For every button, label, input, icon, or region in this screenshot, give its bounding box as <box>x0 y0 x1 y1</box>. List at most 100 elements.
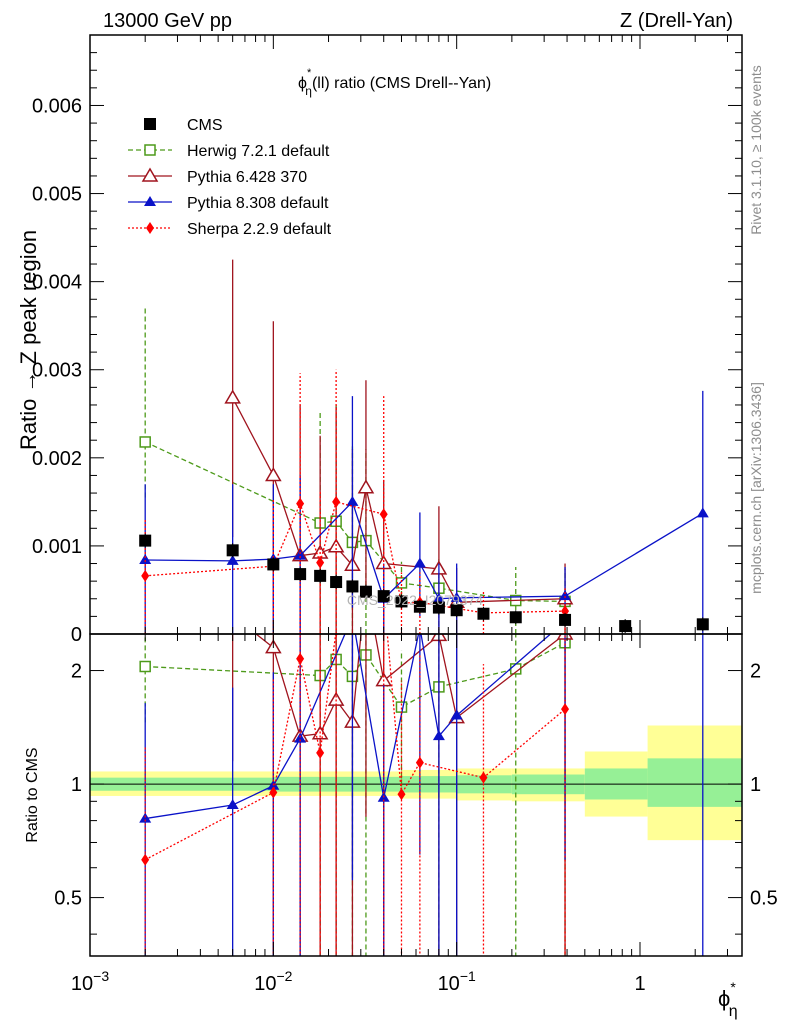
point-2-0 <box>139 554 152 565</box>
point-2-3 <box>294 549 307 560</box>
cms-point-9 <box>395 595 408 608</box>
band-inner-6 <box>647 758 742 807</box>
legend-label-1: Pythia 6.428 370 <box>187 169 307 186</box>
x-tick-label-2: 10−1 <box>438 968 476 995</box>
y-tick-label-top-1: 0.001 <box>32 536 82 558</box>
point-3-4 <box>332 495 341 508</box>
header-left: 13000 GeV pp <box>103 10 232 32</box>
point-2-6 <box>413 557 426 568</box>
y-tick-label-top-4: 0.004 <box>32 272 82 294</box>
cms-point-4 <box>314 569 327 582</box>
point-2-8 <box>450 591 463 602</box>
cms-point-7 <box>359 585 372 598</box>
x-tick-label-0: 10−3 <box>71 968 109 995</box>
ratio-point-3-1 <box>269 786 278 799</box>
cms-point-1 <box>226 544 239 557</box>
y-tick-label-top-6: 0.006 <box>32 95 82 117</box>
y-tick-label-bot-right-2: 2 <box>750 661 761 683</box>
ratio-point-2-1 <box>226 799 239 810</box>
ratio-line-3 <box>144 634 566 861</box>
cms-point-3 <box>294 568 307 581</box>
legend-marker-cms <box>144 118 156 130</box>
cms-point-15 <box>559 613 572 626</box>
point-2-10 <box>696 507 709 518</box>
y-tick-label-bot-right-1: 1 <box>750 774 761 796</box>
legend-marker-2 <box>144 196 156 206</box>
ratio-point-3-8 <box>479 771 488 784</box>
analysis-watermark: CMS_2022_I2079374 <box>347 592 483 608</box>
axes: 10−3 10−2 10−1 1 0 0.001 0.002 0.003 0.004 0.005 0… <box>32 34 778 995</box>
cms-point-6 <box>346 580 359 593</box>
series-line-1 <box>232 397 566 603</box>
title-text: ϕ* η(ll) ratio (CMS Drell--Yan) <box>298 67 491 98</box>
ratio-point-3-2 <box>296 652 305 665</box>
ratio-point-3-9 <box>561 703 570 716</box>
y-tick-label-bot-left-0: 0.5 <box>54 888 82 910</box>
point-2-9 <box>559 590 572 601</box>
legend-marker-1 <box>141 167 159 182</box>
legend-label-3: Sherpa 2.2.9 default <box>187 221 332 238</box>
y-axis-label-bottom: Ratio to CMS <box>24 747 41 842</box>
point-1-6 <box>357 479 375 494</box>
legend-marker-0 <box>144 144 156 156</box>
x-tick-label-1: 10−2 <box>254 968 292 995</box>
ratio-point-0-0 <box>139 660 151 673</box>
y-tick-label-top-2: 0.002 <box>32 448 82 470</box>
y-tick-label-top-3: 0.003 <box>32 360 82 382</box>
y-tick-label-bot-left-1: 1 <box>71 774 82 796</box>
top-panel-marks <box>139 259 709 634</box>
point-3-0 <box>141 569 150 582</box>
x-axis-label: ϕ* η <box>718 979 738 1020</box>
ratio-point-3-3 <box>316 746 325 759</box>
ratio-point-2-7 <box>432 730 445 741</box>
cms-point-11 <box>432 601 445 614</box>
ratio-line-0 <box>145 642 566 708</box>
ratio-point-2-8 <box>450 709 463 720</box>
x-tick-label-3: 1 <box>634 973 645 995</box>
x-label-text: ϕ* η <box>718 979 738 1020</box>
cms-point-10 <box>413 600 426 613</box>
y-tick-label-top-0: 0 <box>71 624 82 646</box>
point-3-3 <box>316 556 325 569</box>
point-2-1 <box>226 554 239 565</box>
legend: CMS Herwig 7.2.1 default Pythia 6.428 370 P… <box>128 117 332 238</box>
cms-point-12 <box>450 604 463 617</box>
rivet-label: Rivet 3.1.10, ≥ 100k events <box>748 65 764 235</box>
ratio-point-3-7 <box>415 756 424 769</box>
legend-label-0: Herwig 7.2.1 default <box>187 143 330 160</box>
point-0-0 <box>139 436 151 448</box>
header-right: Z (Drell-Yan) <box>620 10 733 32</box>
cms-point-5 <box>330 576 343 589</box>
mcplots-label: mcplots.cern.ch [arXiv:1306.3436] <box>748 382 764 594</box>
ratio-point-2-10 <box>697 371 709 381</box>
y-tick-label-bot-right-0: 0.5 <box>750 888 778 910</box>
point-1-1 <box>265 466 282 482</box>
cms-point-2 <box>267 558 280 571</box>
ratio-panel-marks <box>139 371 709 956</box>
series-line-0 <box>144 441 566 603</box>
cms-point-0 <box>139 534 152 547</box>
point-2-4 <box>346 495 359 506</box>
y-tick-label-top-5: 0.005 <box>32 184 82 206</box>
legend-label-cms: CMS <box>187 117 223 134</box>
cms-point-16 <box>619 620 632 633</box>
legend-label-2: Pythia 8.308 default <box>187 195 329 212</box>
cms-point-17 <box>696 618 709 631</box>
y-axis-label-top: Ratio → Z peak region <box>16 230 41 450</box>
point-1-0 <box>224 389 241 404</box>
ratio-point-3-0 <box>141 853 150 866</box>
y-tick-label-bot-left-2: 2 <box>71 661 82 683</box>
ratio-point-2-3 <box>294 732 307 743</box>
point-3-5 <box>379 508 388 521</box>
ratio-point-1-4 <box>327 691 345 706</box>
point-3-2 <box>296 497 305 510</box>
cms-point-13 <box>477 607 490 620</box>
cms-point-8 <box>377 590 390 603</box>
point-2-7 <box>432 592 445 603</box>
ratio-point-3-6 <box>397 788 406 801</box>
plot-title: ϕ* η(ll) ratio (CMS Drell--Yan) <box>298 67 491 98</box>
cms-point-14 <box>509 611 522 624</box>
legend-marker-3 <box>146 222 154 234</box>
uncertainty-bands <box>90 725 742 841</box>
